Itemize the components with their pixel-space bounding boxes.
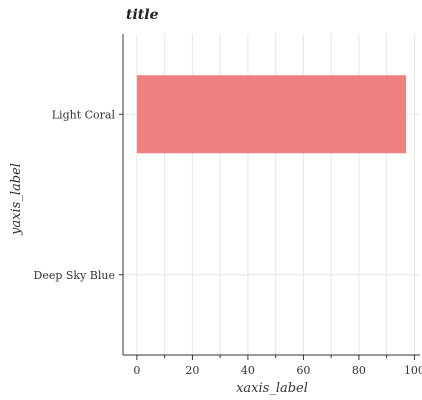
y-tick-label: Deep Sky Blue	[34, 269, 116, 282]
y-axis-label: yaxis_label	[9, 163, 24, 236]
bar-light-coral	[137, 75, 406, 153]
x-axis-label: xaxis_label	[236, 381, 308, 396]
x-tick-label: 0	[133, 364, 140, 377]
x-tick-label: 20	[185, 364, 199, 377]
x-tick-label: 40	[241, 364, 255, 377]
chart-title: title	[126, 7, 159, 23]
x-tick-label: 60	[296, 364, 310, 377]
y-tick-label: Light Coral	[52, 108, 116, 121]
x-tick-label: 80	[352, 364, 366, 377]
x-tick-label: 100	[404, 364, 422, 377]
bars	[137, 75, 406, 153]
